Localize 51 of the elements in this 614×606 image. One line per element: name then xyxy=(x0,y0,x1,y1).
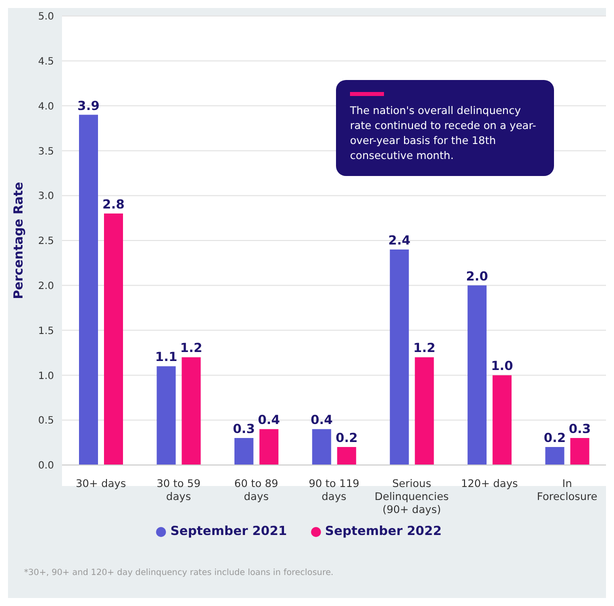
data-label: 1.2 xyxy=(413,340,436,356)
bar xyxy=(259,429,278,465)
bar xyxy=(182,357,201,465)
bar xyxy=(337,447,356,465)
data-label: 0.3 xyxy=(568,421,591,436)
bar xyxy=(156,366,176,465)
text: *30+, 90+ and 120+ day delinquency rates include loans in foreclosure. xyxy=(24,568,334,578)
x-tick-label: 30 to 59 days xyxy=(156,478,201,503)
bar xyxy=(492,375,512,465)
y-tick-label: 1.0 xyxy=(38,370,54,382)
y-tick-label: 4.5 xyxy=(38,56,54,68)
data-label: 1.1 xyxy=(155,349,178,364)
legend-label: September 2021 xyxy=(170,523,287,538)
bar xyxy=(545,447,564,465)
bar xyxy=(234,438,254,465)
y-tick-label: 2.0 xyxy=(38,280,54,292)
bar xyxy=(570,438,590,465)
y-tick-label: 2.5 xyxy=(38,236,54,248)
bar xyxy=(414,357,434,465)
data-label: 3.9 xyxy=(77,98,100,113)
y-tick-label: 1.5 xyxy=(38,326,54,337)
x-tick-label: 30+ days xyxy=(76,478,126,490)
y-tick-label: 3.0 xyxy=(38,191,54,202)
x-tick-label: 90 to 119 days xyxy=(308,478,360,503)
data-label: 2.0 xyxy=(466,268,488,284)
callout-box: The nation's overall delinquency rate continued to recede on a year-over-year basis for the 18th consecutive month. xyxy=(336,80,554,176)
x-tick-label: 120+ days xyxy=(460,478,518,490)
bar xyxy=(79,114,98,465)
y-tick-label: 0.5 xyxy=(38,416,54,427)
bar xyxy=(104,214,123,465)
bar xyxy=(312,429,332,465)
data-label: 2.4 xyxy=(388,232,411,248)
data-label: 0.3 xyxy=(232,421,256,436)
y-tick-label: 3.5 xyxy=(38,146,54,158)
y-axis-title: Percentage Rate xyxy=(10,182,26,300)
data-label: 0.4 xyxy=(258,412,280,428)
data-label: 0.2 xyxy=(336,430,358,446)
x-tick-label: 60 to 89 days xyxy=(234,478,278,503)
data-label: 0.2 xyxy=(544,430,566,446)
data-label: 1.2 xyxy=(180,340,202,356)
x-tick-label: In Foreclosure xyxy=(536,478,598,503)
y-tick-label: 0.0 xyxy=(38,460,54,472)
legend-label: September 2022 xyxy=(325,523,442,538)
y-tick-label: 5.0 xyxy=(38,12,54,23)
data-label: 1.0 xyxy=(490,358,514,374)
y-tick-label: 4.0 xyxy=(38,101,54,112)
x-tick-label: Serious Delinquencies (90+ days) xyxy=(374,478,449,516)
bar xyxy=(468,285,487,465)
bar xyxy=(390,249,409,465)
data-label: 2.8 xyxy=(102,196,125,212)
data-label: 0.4 xyxy=(310,412,334,428)
